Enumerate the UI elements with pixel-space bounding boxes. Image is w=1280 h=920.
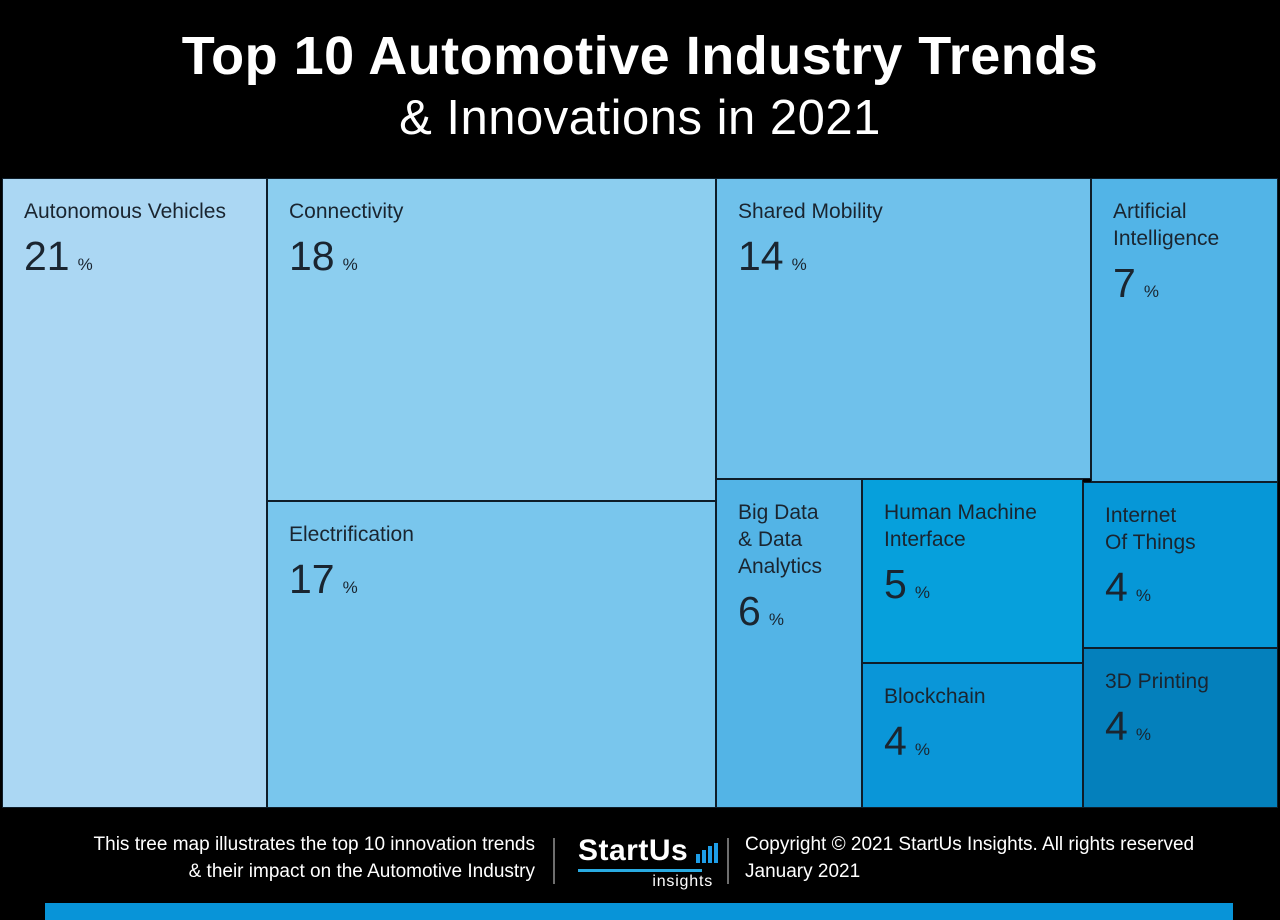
- cell-unit: %: [77, 255, 93, 274]
- cell-value: 5: [884, 561, 907, 607]
- cell-label: Connectivity: [289, 200, 404, 223]
- treemap-cell-big-data-analytics: Big Data & Data Analytics 6 %: [716, 479, 862, 808]
- cell-value-row: 18 %: [289, 234, 694, 278]
- cell-value-row: 7 %: [1113, 261, 1256, 305]
- cell-value-row: 5 %: [884, 562, 1061, 606]
- cell-label: Blockchain: [884, 685, 986, 708]
- cell-unit: %: [914, 583, 930, 602]
- cell-value-row: 4 %: [1105, 565, 1256, 609]
- cell-label: Human Machine Interface: [884, 501, 1037, 551]
- cell-unit: %: [1143, 282, 1159, 301]
- treemap-cell-human-machine-interface: Human Machine Interface 5 %: [862, 479, 1083, 663]
- cell-value: 4: [1105, 564, 1128, 610]
- startus-insights-logo: StartUs insights: [578, 834, 719, 891]
- cell-unit: %: [342, 255, 358, 274]
- cell-value: 4: [1105, 703, 1128, 749]
- cell-value: 4: [884, 718, 907, 764]
- footer-copyright: Copyright © 2021 StartUs Insights. All r…: [745, 834, 1195, 882]
- logo-sub-text: insights: [652, 873, 713, 890]
- cell-unit: %: [768, 610, 784, 629]
- footer-divider-left: [553, 838, 555, 884]
- footer-tagline: This tree map illustrates the top 10 inn…: [93, 834, 535, 882]
- cell-value-row: 6 %: [738, 589, 840, 633]
- cell-label: Shared Mobility: [738, 200, 883, 223]
- page-title: Top 10 Automotive Industry Trends & Inno…: [0, 24, 1280, 148]
- cell-value-row: 4 %: [884, 719, 1061, 763]
- title-line-2: & Innovations in 2021: [399, 91, 881, 145]
- treemap-cell-internet-of-things: Internet Of Things 4 %: [1083, 482, 1278, 648]
- treemap-cell-electrification: Electrification 17 %: [267, 501, 716, 808]
- cell-label: Autonomous Vehicles: [24, 200, 226, 223]
- cell-value: 21: [24, 233, 70, 279]
- cell-value: 17: [289, 556, 335, 602]
- cell-value: 18: [289, 233, 335, 279]
- footer-divider-right: [727, 838, 729, 884]
- cell-value-row: 17 %: [289, 557, 694, 601]
- cell-value-row: 21 %: [24, 234, 245, 278]
- logo-row: StartUs: [578, 834, 719, 867]
- title-line-1: Top 10 Automotive Industry Trends: [181, 26, 1099, 86]
- cell-unit: %: [342, 578, 358, 597]
- cell-label: Big Data & Data Analytics: [738, 501, 823, 578]
- cell-unit: %: [914, 740, 930, 759]
- cell-value: 7: [1113, 260, 1136, 306]
- cell-value-row: 4 %: [1105, 704, 1256, 748]
- treemap-cell-autonomous-vehicles: Autonomous Vehicles 21 %: [2, 178, 267, 808]
- cell-value: 6: [738, 588, 761, 634]
- cell-value-row: 14 %: [738, 234, 1069, 278]
- cell-label: 3D Printing: [1105, 670, 1209, 693]
- treemap-cell-connectivity: Connectivity 18 %: [267, 178, 716, 501]
- cell-unit: %: [1135, 725, 1151, 744]
- cell-label: Electrification: [289, 523, 414, 546]
- bar-chart-icon: [694, 843, 719, 863]
- cell-unit: %: [1135, 586, 1151, 605]
- treemap-cell-3d-printing: 3D Printing 4 %: [1083, 648, 1278, 808]
- cell-unit: %: [791, 255, 807, 274]
- logo-brand-text: StartUs: [578, 834, 689, 867]
- treemap-cell-artificial-intelligence: Artificial Intelligence 7 %: [1091, 178, 1278, 482]
- treemap-cell-blockchain: Blockchain 4 %: [862, 663, 1083, 808]
- logo-underline: [578, 869, 702, 872]
- bottom-accent-bar: [45, 903, 1233, 920]
- cell-value: 14: [738, 233, 784, 279]
- cell-label: Artificial Intelligence: [1113, 200, 1220, 250]
- treemap-cell-shared-mobility: Shared Mobility 14 %: [716, 178, 1091, 479]
- cell-label: Internet Of Things: [1105, 504, 1196, 554]
